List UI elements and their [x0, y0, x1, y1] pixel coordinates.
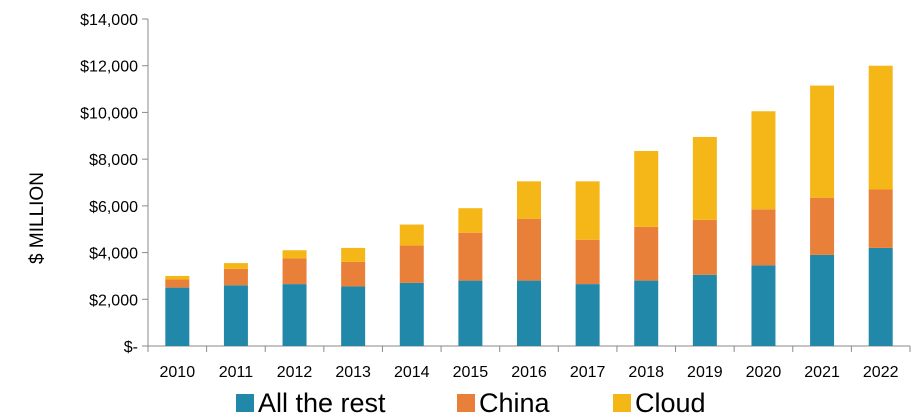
x-tick-label: 2015 — [453, 364, 489, 381]
bar-segment-all-the-rest — [575, 284, 600, 346]
y-axis-label: $ MILLION — [27, 172, 48, 264]
y-axis-ticks: $- $2,000 $4,000 $6,000 $8,000 $10,000 $12,000… — [80, 12, 148, 356]
bar-segment-all-the-rest — [341, 286, 366, 346]
bar-segment-china — [223, 268, 248, 286]
bar-segment-cloud — [165, 275, 190, 280]
x-tick-label: 2010 — [160, 364, 196, 381]
bar-segment-all-the-rest — [692, 274, 717, 346]
x-tick-label: 2014 — [394, 364, 430, 381]
legend-swatch — [236, 394, 254, 412]
bar-segment-cloud — [751, 111, 776, 210]
bar-segment-china — [282, 258, 307, 285]
bar-segment-china — [634, 226, 659, 281]
legend-label: All the rest — [258, 388, 386, 416]
y-tick-label: $2,000 — [89, 292, 138, 309]
bar-segment-all-the-rest — [458, 280, 483, 346]
bar-segment-cloud — [634, 150, 659, 227]
y-tick-label: $12,000 — [80, 59, 138, 76]
bar-segment-cloud — [810, 85, 835, 198]
bar-segment-china — [517, 218, 541, 281]
bar-segment-china — [751, 209, 776, 266]
bar-segment-china — [399, 245, 424, 283]
y-tick-label: $4,000 — [89, 246, 138, 263]
y-tick-label: $6,000 — [89, 199, 138, 216]
bar-segment-all-the-rest — [165, 287, 190, 346]
bar-segment-china — [810, 197, 835, 255]
legend-label: China — [479, 388, 551, 416]
x-tick-label: 2019 — [687, 364, 723, 381]
bar-segment-cloud — [341, 247, 366, 262]
bar-segment-china — [458, 232, 483, 281]
x-tick-label: 2022 — [863, 364, 899, 381]
x-tick-label: 2012 — [277, 364, 313, 381]
bar-segment-china — [165, 279, 190, 288]
bar-segment-cloud — [223, 263, 248, 269]
bar-segment-cloud — [868, 65, 893, 190]
bar-segment-all-the-rest — [399, 282, 424, 346]
y-tick-label: $8,000 — [89, 152, 138, 169]
x-tick-label: 2018 — [628, 364, 664, 381]
bar-segment-china — [868, 189, 893, 248]
bar-segment-cloud — [692, 136, 717, 220]
bar-segment-all-the-rest — [517, 280, 541, 346]
x-tick-label: 2021 — [804, 364, 840, 381]
bar-segment-all-the-rest — [868, 247, 893, 346]
bars — [165, 65, 893, 346]
bar-segment-cloud — [575, 181, 600, 240]
bar-segment-cloud — [458, 208, 483, 233]
bar-segment-cloud — [517, 181, 541, 219]
x-tick-label: 2013 — [335, 364, 371, 381]
bar-segment-china — [575, 239, 600, 285]
y-tick-label: $10,000 — [80, 105, 138, 122]
x-tick-label: 2017 — [570, 364, 606, 381]
legend-swatch — [457, 394, 475, 412]
bar-segment-all-the-rest — [634, 280, 659, 346]
x-tick-label: 2020 — [746, 364, 782, 381]
bar-segment-all-the-rest — [223, 285, 248, 346]
y-tick-label: $14,000 — [80, 12, 138, 29]
x-tick-label: 2016 — [511, 364, 547, 381]
y-tick-label: $- — [124, 339, 138, 356]
bar-segment-cloud — [399, 224, 424, 246]
bar-segment-cloud — [282, 250, 307, 259]
bar-segment-all-the-rest — [282, 284, 307, 346]
bar-segment-all-the-rest — [751, 265, 776, 346]
legend-label: Cloud — [635, 388, 706, 416]
bar-segment-all-the-rest — [810, 254, 835, 346]
bar-segment-china — [341, 261, 366, 287]
x-axis-ticks: 2010 2011 2012 2013 2014 2015 2016 2017 2018 2019… — [147, 346, 911, 381]
legend: All the rest China Cloud — [236, 388, 706, 416]
bar-segment-china — [692, 219, 717, 275]
x-tick-label: 2011 — [219, 364, 254, 381]
legend-swatch — [613, 394, 631, 412]
